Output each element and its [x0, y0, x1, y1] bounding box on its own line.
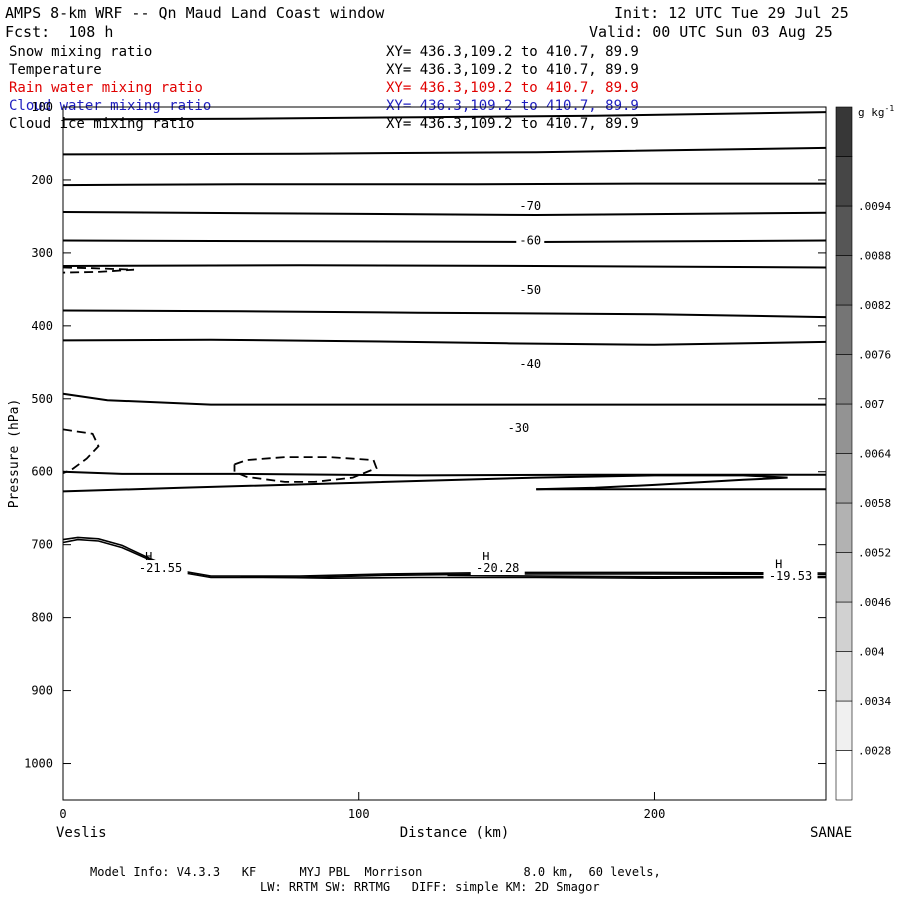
surface-line — [62, 536, 827, 577]
high-value: -20.28 — [476, 561, 519, 575]
valid-time: Valid: 00 UTC Sun 03 Aug 25 — [589, 23, 833, 41]
x-axis-label: Distance (km) — [400, 825, 510, 841]
colorbar-label: .0046 — [858, 596, 891, 609]
colorbar-label: .0058 — [858, 497, 891, 510]
isotherm-label: -30 — [508, 421, 530, 435]
colorbar-box — [835, 156, 853, 207]
field-coords: XY= 436.3,109.2 to 410.7, 89.9 — [386, 116, 639, 132]
colorbar-box — [835, 651, 853, 702]
colorbar-label: .0088 — [858, 250, 891, 263]
high-value: -21.55 — [139, 561, 182, 575]
colorbar-box — [835, 750, 853, 801]
isotherm-line — [62, 392, 826, 406]
chart-title: AMPS 8-km WRF -- Qn Maud Land Coast wind… — [5, 4, 385, 22]
y-tick-label: 300 — [31, 246, 53, 260]
isotherm-label-bg — [516, 282, 545, 298]
high-marker: H — [775, 557, 782, 571]
colorbar-label: .007 — [858, 398, 885, 411]
colorbar-box — [835, 304, 853, 355]
field-label: Temperature — [9, 62, 102, 78]
colorbar-box — [835, 502, 853, 553]
field-coords: XY= 436.3,109.2 to 410.7, 89.9 — [386, 98, 639, 114]
surface-line — [240, 576, 827, 580]
isotherm-label: -70 — [519, 199, 541, 213]
y-tick-label: 1000 — [24, 757, 53, 771]
field-coords: XY= 436.3,109.2 to 410.7, 89.9 — [386, 44, 639, 60]
colorbar-box — [835, 106, 853, 157]
snow-contour — [233, 456, 378, 483]
field-label: Snow mixing ratio — [9, 44, 153, 60]
high-value-bg — [133, 560, 188, 576]
high-marker: H — [145, 550, 152, 564]
colorbar-label: .0028 — [858, 745, 891, 758]
field-label: Rain water mixing ratio — [9, 80, 203, 96]
y-tick-label: 200 — [31, 173, 53, 187]
isotherm-line — [62, 239, 827, 244]
colorbar-label: .0034 — [858, 695, 891, 708]
colorbar-label: .0064 — [858, 448, 891, 461]
y-tick-label: 500 — [31, 392, 53, 406]
colorbar-box — [835, 552, 853, 603]
right-endpoint-label: SANAE — [810, 825, 852, 841]
y-tick-label: 800 — [31, 611, 53, 625]
x-tick-label: 200 — [644, 807, 666, 821]
isotherm-line — [62, 470, 826, 477]
x-tick-label: 100 — [348, 807, 370, 821]
y-tick-label: 600 — [31, 465, 53, 479]
isotherm-line — [62, 211, 827, 217]
surface-line — [62, 538, 827, 579]
isotherm-label: -50 — [519, 283, 541, 297]
field-coords: XY= 436.3,109.2 to 410.7, 89.9 — [386, 80, 639, 96]
colorbar-label: .0082 — [858, 299, 891, 312]
isotherm-line — [62, 309, 827, 319]
field-label: Cloud ice mixing ratio — [9, 116, 195, 132]
isotherm-line — [62, 111, 827, 121]
x-tick-label: 0 — [59, 807, 66, 821]
colorbar-box — [835, 255, 853, 306]
forecast-hour: Fcst: 108 h — [5, 23, 114, 41]
model-info-line2: LW: RRTM SW: RRTMG DIFF: simple KM: 2D S… — [260, 880, 600, 894]
high-value-bg — [470, 560, 525, 576]
colorbar-label: .004 — [858, 646, 885, 659]
high-value: -19.53 — [769, 569, 812, 583]
snow-contour — [62, 428, 100, 475]
y-tick-label: 700 — [31, 538, 53, 552]
colorbar-unit: g kg-1 — [858, 104, 894, 119]
colorbar-box — [835, 700, 853, 751]
field-label: Cloud water mixing ratio — [9, 98, 212, 114]
isotherm-line — [62, 264, 827, 269]
isotherm-line — [62, 338, 827, 346]
plot-frame — [62, 106, 827, 801]
snow-contour — [62, 266, 135, 274]
y-tick-label: 100 — [31, 100, 53, 114]
isotherm-label: -60 — [519, 233, 541, 247]
colorbar-box — [835, 205, 853, 256]
isotherm-label-bg — [516, 232, 545, 248]
surface-line — [447, 574, 826, 578]
y-tick-label: 900 — [31, 684, 53, 698]
colorbar-box — [835, 403, 853, 454]
colorbar-label: .0076 — [858, 349, 891, 362]
colorbar-label: .0094 — [858, 200, 891, 213]
colorbar-label: .0052 — [858, 547, 891, 560]
y-tick-label: 400 — [31, 319, 53, 333]
field-coords: XY= 436.3,109.2 to 410.7, 89.9 — [386, 62, 639, 78]
isotherm-line — [62, 182, 826, 187]
colorbar-box — [835, 354, 853, 405]
isotherm-label-bg — [504, 419, 533, 435]
init-time: Init: 12 UTC Tue 29 Jul 25 — [614, 4, 849, 22]
isotherm-line — [62, 474, 788, 493]
left-endpoint-label: Veslis — [56, 825, 107, 841]
isotherm-label: -40 — [519, 357, 541, 371]
isotherm-line — [62, 146, 827, 156]
colorbar-box — [835, 601, 853, 652]
high-value-bg — [763, 568, 818, 584]
high-marker: H — [482, 550, 489, 564]
y-axis-label: Pressure (hPa) — [7, 399, 22, 509]
isotherm-label-bg — [516, 198, 545, 214]
model-info-line1: Model Info: V4.3.3 KF MYJ PBL Morrison 8… — [90, 865, 661, 879]
colorbar-box — [835, 453, 853, 504]
isotherm-label-bg — [516, 355, 545, 371]
